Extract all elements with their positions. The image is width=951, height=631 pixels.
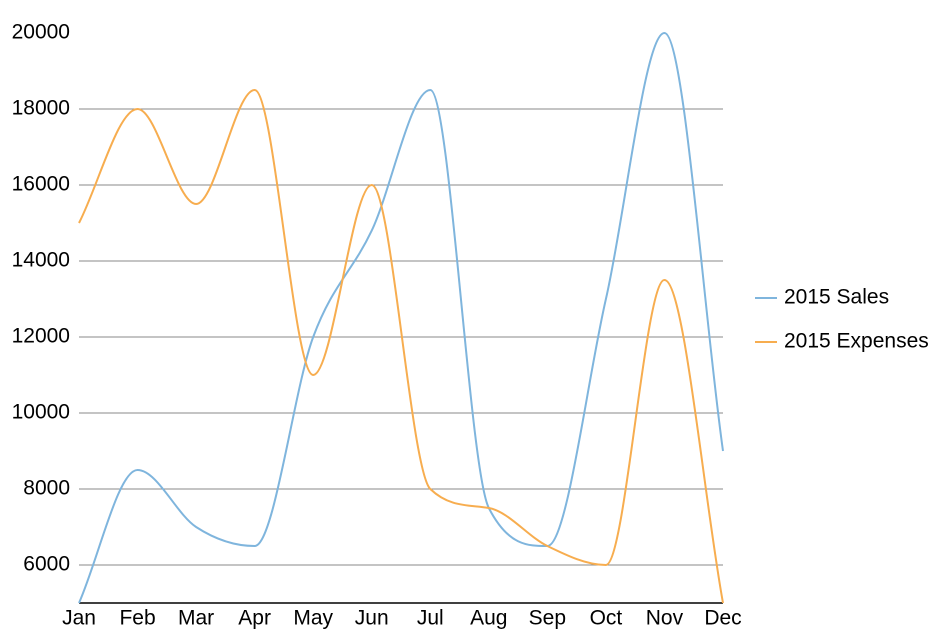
x-tick-label: Jun [355,607,389,630]
y-tick-label: 16000 [12,173,70,196]
y-tick-label: 18000 [12,97,70,120]
x-tick-label: Feb [119,607,155,630]
y-tick-label: 8000 [23,477,70,500]
y-tick-label: 10000 [12,401,70,424]
x-tick-label: Oct [590,607,623,630]
y-tick-label: 20000 [12,21,70,44]
legend-label: 2015 Sales [784,286,889,309]
x-tick-label: Nov [646,607,684,630]
x-tick-label: Jul [417,607,444,630]
y-tick-label: 14000 [12,249,70,272]
x-tick-label: Sep [529,607,566,630]
x-tick-label: Dec [704,607,741,630]
x-tick-label: Apr [238,607,271,630]
line-series [78,88,724,604]
legend-label: 2015 Expenses [784,330,929,353]
y-tick-label: 12000 [12,325,70,348]
x-tick-label: May [293,607,333,630]
x-tick-label: Jan [62,607,96,630]
x-tick-label: Aug [470,607,507,630]
y-tick-label: 6000 [23,553,70,576]
x-tick-label: Mar [178,607,214,630]
line-series [78,31,724,604]
